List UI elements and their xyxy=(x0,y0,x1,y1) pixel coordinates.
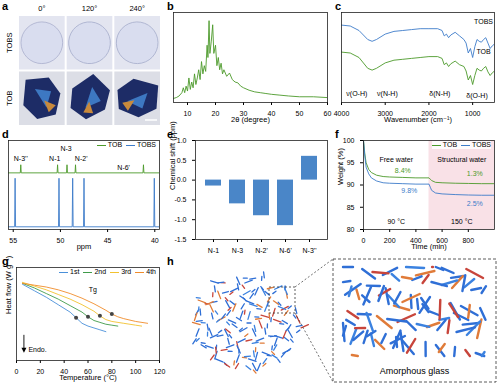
svg-text:-1.0: -1.0 xyxy=(174,216,186,223)
svg-text:0.0: 0.0 xyxy=(177,176,187,183)
svg-text:-1.5: -1.5 xyxy=(174,236,186,243)
svg-text:Free water: Free water xyxy=(380,156,414,163)
svg-text:2θ (degree): 2θ (degree) xyxy=(231,115,270,124)
svg-text:N-3: N-3 xyxy=(232,247,243,254)
svg-text:0: 0 xyxy=(362,237,366,244)
svg-text:100: 100 xyxy=(343,137,355,144)
svg-text:Wavenumber (cm⁻¹): Wavenumber (cm⁻¹) xyxy=(384,115,452,124)
svg-text:TOBS: TOBS xyxy=(474,18,493,25)
svg-text:20: 20 xyxy=(36,368,44,375)
svg-text:Weight (%): Weight (%) xyxy=(336,148,345,185)
svg-text:20: 20 xyxy=(212,110,220,117)
svg-text:N-6': N-6' xyxy=(279,247,292,254)
svg-text:Amorphous glass: Amorphous glass xyxy=(380,366,450,376)
svg-text:10: 10 xyxy=(184,110,192,117)
svg-text:95: 95 xyxy=(347,159,355,166)
svg-text:90 °C: 90 °C xyxy=(387,218,405,225)
svg-text:40: 40 xyxy=(151,237,159,244)
svg-text:ν(N-H): ν(N-H) xyxy=(377,90,398,98)
svg-text:N-6': N-6' xyxy=(117,164,130,171)
svg-text:120: 120 xyxy=(154,368,166,375)
svg-text:100: 100 xyxy=(130,368,142,375)
svg-text:80: 80 xyxy=(347,226,355,233)
svg-text:0: 0 xyxy=(15,368,19,375)
svg-text:ν(O-H): ν(O-H) xyxy=(346,90,367,98)
svg-text:0°: 0° xyxy=(38,4,45,13)
svg-text:Tg: Tg xyxy=(89,286,97,294)
svg-text:TOB: TOB xyxy=(476,48,491,55)
svg-text:50: 50 xyxy=(57,237,65,244)
svg-text:200: 200 xyxy=(384,237,396,244)
svg-text:Time (min): Time (min) xyxy=(411,242,447,251)
svg-text:2.5%: 2.5% xyxy=(467,200,483,207)
svg-text:δ(N-H): δ(N-H) xyxy=(429,90,450,98)
svg-text:-0.5: -0.5 xyxy=(174,196,186,203)
svg-text:150 °C: 150 °C xyxy=(451,218,472,225)
svg-text:60: 60 xyxy=(324,110,332,117)
svg-text:N-2': N-2' xyxy=(255,247,268,254)
svg-text:8.4%: 8.4% xyxy=(395,167,411,174)
svg-text:N-1: N-1 xyxy=(49,155,60,162)
svg-text:Chemical shift (ppm): Chemical shift (ppm) xyxy=(168,121,177,190)
svg-text:1000: 1000 xyxy=(465,110,481,117)
svg-text:N-3: N-3 xyxy=(60,145,71,152)
svg-text:85: 85 xyxy=(347,203,355,210)
svg-text:Structural water: Structural water xyxy=(437,156,487,163)
svg-text:50: 50 xyxy=(296,110,304,117)
svg-text:4000: 4000 xyxy=(334,110,350,117)
svg-text:1.0: 1.0 xyxy=(177,137,187,144)
svg-text:Endo.: Endo. xyxy=(28,346,46,353)
svg-text:TOB: TOB xyxy=(5,91,14,106)
svg-text:800: 800 xyxy=(462,237,474,244)
svg-text:N-3'': N-3'' xyxy=(14,155,28,162)
svg-text:55: 55 xyxy=(9,237,17,244)
svg-text:1.3%: 1.3% xyxy=(467,170,483,177)
svg-text:TOBS: TOBS xyxy=(5,33,14,53)
svg-text:9.8%: 9.8% xyxy=(401,187,417,194)
svg-text:Temperature (°C): Temperature (°C) xyxy=(59,373,117,382)
svg-text:N-2': N-2' xyxy=(75,155,88,162)
svg-text:90: 90 xyxy=(347,181,355,188)
svg-text:0.5: 0.5 xyxy=(177,157,187,164)
svg-text:240°: 240° xyxy=(129,4,145,13)
svg-text:120°: 120° xyxy=(82,4,98,13)
svg-text:δ(O-H): δ(O-H) xyxy=(466,92,487,100)
svg-text:ppm: ppm xyxy=(77,242,92,251)
svg-text:N-1: N-1 xyxy=(208,247,219,254)
svg-text:45: 45 xyxy=(104,237,112,244)
svg-text:N-3'': N-3'' xyxy=(303,247,317,254)
